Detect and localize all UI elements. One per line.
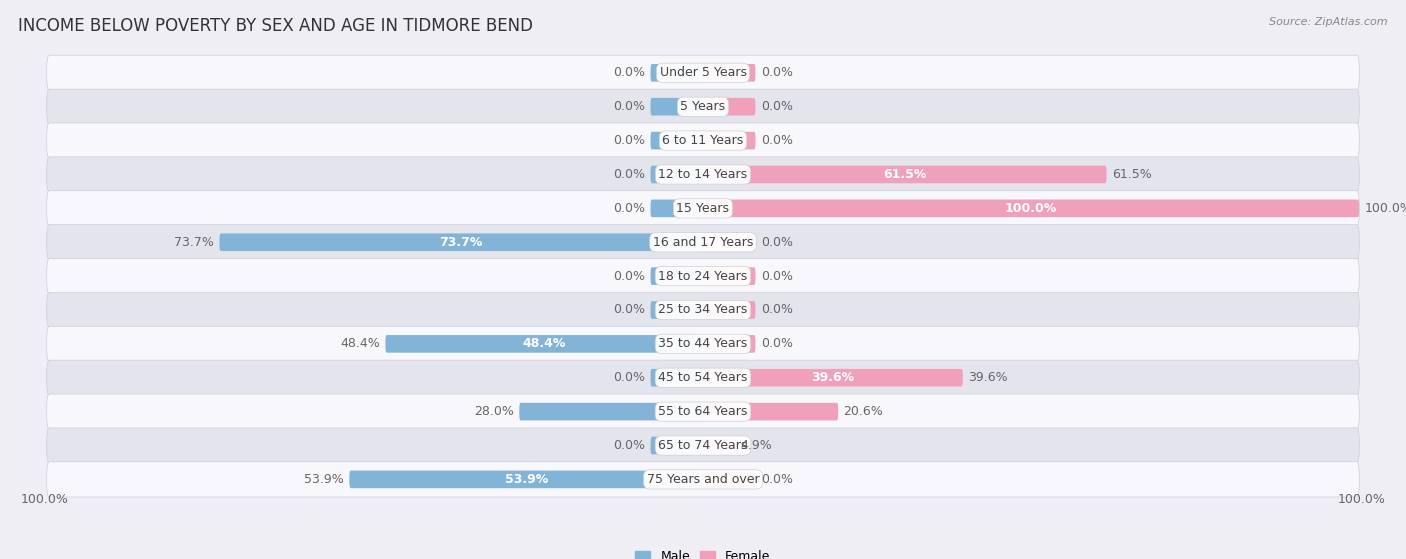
Text: 61.5%: 61.5% [883, 168, 927, 181]
FancyBboxPatch shape [519, 403, 703, 420]
FancyBboxPatch shape [651, 132, 703, 149]
Text: INCOME BELOW POVERTY BY SEX AND AGE IN TIDMORE BEND: INCOME BELOW POVERTY BY SEX AND AGE IN T… [18, 17, 533, 35]
FancyBboxPatch shape [703, 200, 1360, 217]
Text: Source: ZipAtlas.com: Source: ZipAtlas.com [1270, 17, 1388, 27]
FancyBboxPatch shape [703, 403, 838, 420]
Text: 55 to 64 Years: 55 to 64 Years [658, 405, 748, 418]
Text: 0.0%: 0.0% [613, 168, 645, 181]
Text: 0.0%: 0.0% [761, 236, 793, 249]
Text: 39.6%: 39.6% [811, 371, 855, 384]
FancyBboxPatch shape [46, 89, 1360, 124]
Text: 0.0%: 0.0% [761, 67, 793, 79]
Text: 100.0%: 100.0% [1337, 493, 1385, 506]
Text: 5 Years: 5 Years [681, 100, 725, 113]
FancyBboxPatch shape [219, 234, 703, 251]
Text: 0.0%: 0.0% [613, 304, 645, 316]
FancyBboxPatch shape [703, 132, 755, 149]
Text: 73.7%: 73.7% [440, 236, 482, 249]
Text: 0.0%: 0.0% [761, 134, 793, 147]
Text: 0.0%: 0.0% [613, 202, 645, 215]
Text: 75 Years and over: 75 Years and over [647, 473, 759, 486]
Legend: Male, Female: Male, Female [630, 546, 776, 559]
Text: 0.0%: 0.0% [761, 304, 793, 316]
Text: 65 to 74 Years: 65 to 74 Years [658, 439, 748, 452]
Text: 0.0%: 0.0% [761, 338, 793, 350]
FancyBboxPatch shape [651, 437, 703, 454]
FancyBboxPatch shape [46, 428, 1360, 463]
FancyBboxPatch shape [651, 301, 703, 319]
FancyBboxPatch shape [46, 258, 1360, 293]
Text: 45 to 54 Years: 45 to 54 Years [658, 371, 748, 384]
FancyBboxPatch shape [703, 64, 755, 82]
Text: 0.0%: 0.0% [613, 439, 645, 452]
Text: 61.5%: 61.5% [1112, 168, 1152, 181]
FancyBboxPatch shape [703, 335, 755, 353]
Text: 0.0%: 0.0% [613, 371, 645, 384]
Text: 0.0%: 0.0% [761, 100, 793, 113]
Text: 0.0%: 0.0% [613, 134, 645, 147]
Text: Under 5 Years: Under 5 Years [659, 67, 747, 79]
Text: 18 to 24 Years: 18 to 24 Years [658, 269, 748, 283]
FancyBboxPatch shape [46, 225, 1360, 260]
Text: 12 to 14 Years: 12 to 14 Years [658, 168, 748, 181]
FancyBboxPatch shape [703, 437, 735, 454]
Text: 0.0%: 0.0% [613, 100, 645, 113]
Text: 100.0%: 100.0% [21, 493, 69, 506]
FancyBboxPatch shape [703, 267, 755, 285]
FancyBboxPatch shape [385, 335, 703, 353]
FancyBboxPatch shape [703, 165, 1107, 183]
FancyBboxPatch shape [46, 55, 1360, 91]
FancyBboxPatch shape [651, 267, 703, 285]
Text: 15 Years: 15 Years [676, 202, 730, 215]
Text: 0.0%: 0.0% [613, 269, 645, 283]
Text: 0.0%: 0.0% [761, 473, 793, 486]
FancyBboxPatch shape [651, 200, 703, 217]
Text: 35 to 44 Years: 35 to 44 Years [658, 338, 748, 350]
FancyBboxPatch shape [46, 462, 1360, 497]
Text: 16 and 17 Years: 16 and 17 Years [652, 236, 754, 249]
FancyBboxPatch shape [703, 369, 963, 387]
FancyBboxPatch shape [46, 191, 1360, 226]
Text: 4.9%: 4.9% [741, 439, 772, 452]
FancyBboxPatch shape [46, 123, 1360, 158]
FancyBboxPatch shape [46, 394, 1360, 429]
Text: 100.0%: 100.0% [1005, 202, 1057, 215]
Text: 0.0%: 0.0% [761, 269, 793, 283]
FancyBboxPatch shape [651, 369, 703, 387]
Text: 100.0%: 100.0% [1364, 202, 1406, 215]
Text: 6 to 11 Years: 6 to 11 Years [662, 134, 744, 147]
Text: 53.9%: 53.9% [304, 473, 344, 486]
Text: 48.4%: 48.4% [340, 338, 380, 350]
Text: 39.6%: 39.6% [969, 371, 1008, 384]
FancyBboxPatch shape [703, 301, 755, 319]
FancyBboxPatch shape [703, 98, 755, 116]
FancyBboxPatch shape [651, 165, 703, 183]
Text: 48.4%: 48.4% [523, 338, 565, 350]
Text: 0.0%: 0.0% [613, 67, 645, 79]
Text: 73.7%: 73.7% [174, 236, 214, 249]
Text: 53.9%: 53.9% [505, 473, 548, 486]
FancyBboxPatch shape [651, 64, 703, 82]
Text: 25 to 34 Years: 25 to 34 Years [658, 304, 748, 316]
FancyBboxPatch shape [46, 326, 1360, 362]
FancyBboxPatch shape [651, 98, 703, 116]
FancyBboxPatch shape [349, 471, 703, 488]
Text: 20.6%: 20.6% [844, 405, 883, 418]
FancyBboxPatch shape [46, 292, 1360, 328]
FancyBboxPatch shape [703, 471, 755, 488]
Text: 28.0%: 28.0% [474, 405, 515, 418]
FancyBboxPatch shape [703, 234, 755, 251]
FancyBboxPatch shape [46, 157, 1360, 192]
FancyBboxPatch shape [46, 360, 1360, 395]
